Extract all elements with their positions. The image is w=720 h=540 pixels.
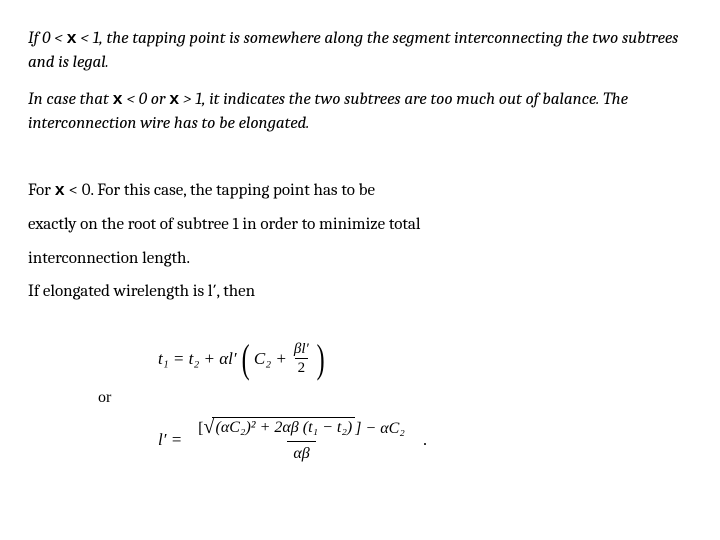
- variable-x: x: [66, 30, 76, 49]
- text: In case that: [28, 90, 113, 109]
- eq2-fraction: [√(αC₂)² + 2αβ (t₁ − t₂)] − αC₂ αβ: [192, 417, 411, 464]
- equation-block: t₁ = t₂ + αl′ ( C₂ + βl′ 2 ) or l′ = [√(…: [28, 339, 692, 464]
- eq2-period: .: [423, 430, 427, 450]
- eq1-inner: C₂ + βl′ 2: [254, 341, 312, 377]
- eq1-c2: C₂ +: [254, 349, 287, 369]
- text: < 1, the tapping point is somewhere alon…: [28, 29, 678, 72]
- sqrt-icon: √(αC₂)² + 2αβ (t₁ − t₂): [204, 417, 356, 438]
- equation-2: l′ = [√(αC₂)² + 2αβ (t₁ − t₂)] − αC₂ αβ …: [158, 417, 692, 464]
- variable-x: x: [55, 182, 65, 201]
- intro-paragraph-1: If 0 < x < 1, the tapping point is somew…: [28, 28, 692, 75]
- eq2-num-tail: ] − αC₂: [355, 420, 405, 437]
- text: < 0 or: [123, 90, 169, 109]
- right-paren-icon: ): [316, 339, 324, 379]
- eq2-radicand: (αC₂)² + 2αβ (t₁ − t₂): [212, 417, 355, 438]
- spacer: [28, 150, 692, 178]
- eq1-frac-den: 2: [295, 358, 309, 377]
- eq2-lhs: l′ =: [158, 430, 182, 450]
- variable-x: x: [113, 91, 123, 110]
- text: < 0. For this case, the tapping point ha…: [65, 181, 375, 200]
- body-line-4: If elongated wirelength is l′, then: [28, 279, 692, 305]
- eq1-frac-num: βl′: [291, 341, 312, 359]
- eq1-fraction: βl′ 2: [291, 341, 312, 377]
- eq2-numerator: [√(αC₂)² + 2αβ (t₁ − t₂)] − αC₂: [192, 417, 411, 441]
- body-line-1: For x < 0. For this case, the tapping po…: [28, 178, 692, 205]
- eq1-lhs: t₁ = t₂ + αl′: [158, 349, 237, 369]
- body-line-3: interconnection length.: [28, 246, 692, 272]
- equation-1: t₁ = t₂ + αl′ ( C₂ + βl′ 2 ): [158, 339, 692, 379]
- or-label: or: [98, 389, 692, 407]
- eq2-denominator: αβ: [287, 441, 315, 464]
- intro-paragraph-2: In case that x < 0 or x > 1, it indicate…: [28, 89, 692, 136]
- spacer: [28, 313, 692, 339]
- text: For: [28, 181, 55, 200]
- body-line-2: exactly on the root of subtree 1 in orde…: [28, 212, 692, 238]
- text: If 0 <: [28, 29, 66, 48]
- variable-x: x: [169, 91, 179, 110]
- left-paren-icon: (: [241, 339, 249, 379]
